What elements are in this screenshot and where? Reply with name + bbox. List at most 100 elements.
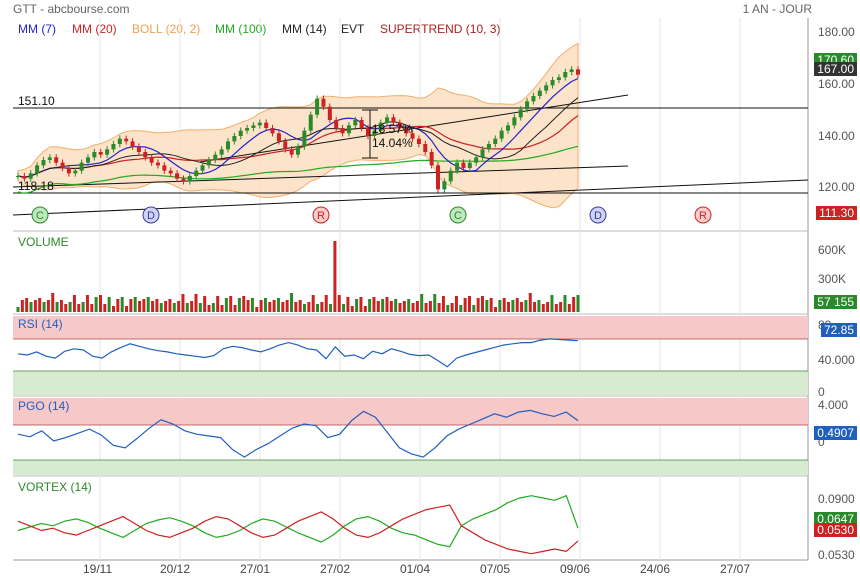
price-last-tag: 167.00 [814,62,857,76]
candle-body [315,98,320,115]
volume-bar [472,305,476,312]
candle-body [512,117,517,126]
chart-frame [13,18,809,561]
price-low-tag: 111.30 [816,206,857,220]
candle-body [423,144,428,152]
candle-body [66,168,71,174]
volume-bar [142,299,146,312]
candle-body [372,130,377,136]
vortex-minus-line [17,504,579,555]
candle-body [86,157,90,163]
volume-bar [420,294,424,312]
candle-body [474,157,479,163]
volume-bar [316,304,320,312]
candle-body [480,149,485,158]
x-tick: 24/06 [640,562,671,576]
candle-body [41,160,46,166]
volume-bar [98,295,102,312]
price-tick: 160.00 [818,77,855,91]
candle-body [194,170,199,176]
x-tick: 20/12 [160,562,191,576]
volume-bar [385,297,389,312]
candle-body [73,170,78,174]
gain-pct-label: 18.57% [372,122,413,136]
candle-body [22,176,27,179]
candle-body [391,117,396,123]
volume-bar [224,298,228,312]
volume-bars [16,241,580,312]
volume-bar [359,297,363,312]
volume-bar [533,302,537,312]
candle-body [486,144,491,150]
volume-bar [120,297,124,312]
volume-bar [489,298,493,312]
candle-body [105,149,110,155]
volume-bar [567,304,571,312]
volume-bar [441,296,445,312]
volume-bar [541,304,545,312]
candle-body [416,138,421,144]
legend-evt: EVT [341,22,365,36]
legend-mm7: MM (7) [18,22,56,36]
volume-bar [494,307,498,312]
volume-bar [112,306,116,312]
volume-bar [376,301,380,312]
x-tick: 27/07 [720,562,751,576]
price-tick: 180.00 [818,25,855,39]
volume-bar [20,300,24,312]
rsi-tick: 40.000 [818,353,855,367]
candles [16,66,580,193]
volume-last-tag: 57 155 [814,295,857,309]
volume-bar [572,297,576,312]
volume-bar [294,302,298,312]
volume-bar [320,302,324,312]
volume-bar [229,296,233,312]
x-tick: 01/04 [400,562,431,576]
volume-bar [424,303,428,312]
volume-bar [272,300,276,312]
candle-body [206,160,211,166]
volume-bar [220,305,224,312]
volume-bar [29,302,33,312]
candle-body [378,122,383,131]
candle-body [130,141,135,147]
candle-body [28,173,33,179]
volume-bar [350,306,354,312]
legend-mm20: MM (20) [72,22,117,36]
vortex-tick: 0.0530 [818,548,855,562]
legend-boll: BOLL (20, 2) [132,22,201,36]
volume-bar [250,298,254,312]
event-marker-label: D [594,210,602,222]
volume-bar [25,298,29,312]
volume-bar [233,305,237,312]
volume-bar [428,301,432,312]
event-marker [694,206,712,224]
mm100-line [17,145,579,194]
period-label: 1 AN - JOUR [742,2,812,16]
candle-body [245,128,250,131]
chart-title: GTT - abcbourse.com [13,2,130,16]
x-tick: 19/11 [83,562,113,576]
candle-body [467,162,472,168]
mm14-line [17,97,579,178]
candle-body [321,98,326,107]
candle-body [111,144,116,150]
candle-body [436,165,440,190]
candle-body [270,128,275,134]
event-marker [31,206,49,224]
pgo-oversold-zone [13,460,808,475]
volume-bar [46,300,50,312]
volume-bar [81,302,85,312]
volume-bar [394,299,398,312]
legend-mm100: MM (100) [215,22,267,36]
candle-body [327,106,332,120]
candle-body [213,154,218,160]
candle-body [531,96,536,102]
pgo-overbought-zone [13,398,808,425]
volume-bar [333,241,337,312]
volume-bar [342,304,346,312]
volume-bar [498,300,502,312]
volume-bar [303,304,307,312]
rsi-last-tag: 72.85 [820,323,857,337]
volume-bar [415,301,419,312]
